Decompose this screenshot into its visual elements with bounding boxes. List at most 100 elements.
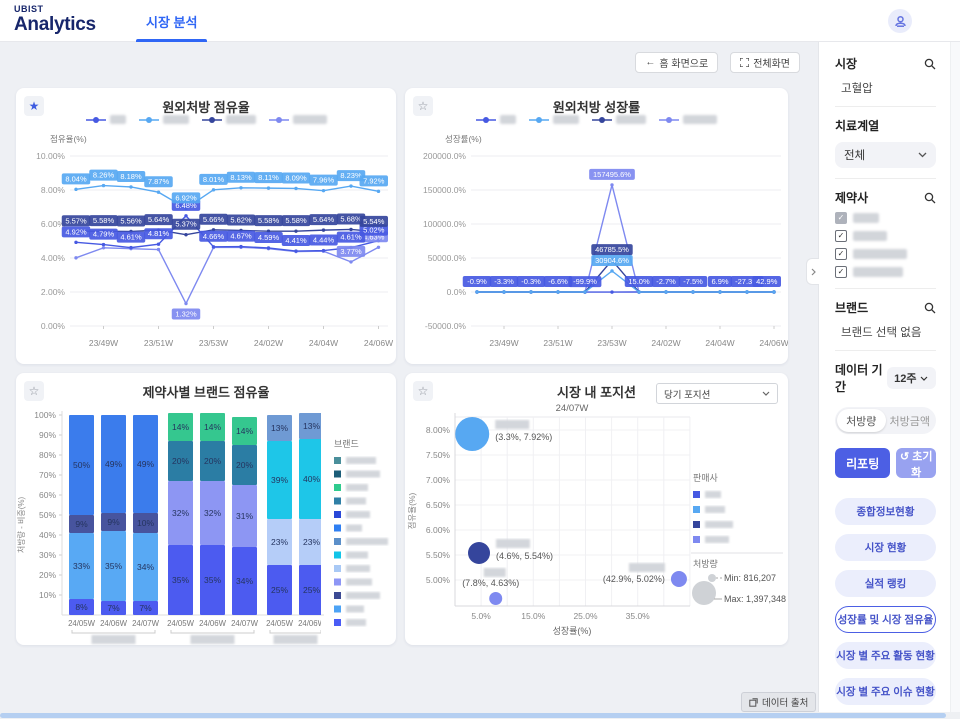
svg-text:5.58%: 5.58%: [285, 216, 307, 225]
search-icon[interactable]: [924, 302, 936, 314]
logo: UBIST Analytics: [14, 5, 96, 35]
legend-item[interactable]: [85, 115, 126, 124]
chart-title: 시장 내 포지션: [557, 385, 636, 400]
svg-text:성장률(%): 성장률(%): [445, 134, 482, 144]
blurred-pharma-name: [853, 249, 907, 259]
legend-item[interactable]: [268, 115, 327, 124]
checkbox[interactable]: ✓: [835, 212, 847, 224]
checkbox[interactable]: ✓: [835, 266, 847, 278]
svg-text:150000.0%: 150000.0%: [423, 185, 466, 195]
user-avatar-button[interactable]: [888, 9, 912, 33]
svg-text:15.0%: 15.0%: [628, 277, 650, 286]
svg-text:처방량 - 비중(%): 처방량 - 비중(%): [16, 496, 26, 553]
checkbox[interactable]: ✓: [835, 230, 847, 242]
checkbox[interactable]: ✓: [835, 248, 847, 260]
svg-text:24/05W: 24/05W: [266, 619, 294, 628]
legend-item[interactable]: [592, 115, 646, 124]
data-label: 4.67%: [226, 230, 256, 242]
home-screen-button[interactable]: ← 홈 화면으로: [635, 52, 719, 73]
favorite-star-button[interactable]: ☆: [24, 381, 44, 401]
blurred-series-name: [616, 115, 646, 124]
svg-text:24/06W: 24/06W: [298, 619, 326, 628]
toggle-amount[interactable]: 처방금액: [889, 415, 930, 428]
data-label: -3.3%: [489, 276, 519, 288]
horizontal-scrollbar-thumb[interactable]: [0, 713, 946, 718]
position-type-select[interactable]: 당기 포지션: [656, 383, 778, 404]
menu-item-2[interactable]: 실적 랭킹: [835, 570, 936, 597]
svg-text:10%: 10%: [137, 518, 154, 528]
data-label: 5.56%: [116, 215, 146, 227]
market-position-bubble-chart[interactable]: 24/07W 8.00% 7.50% 7.00% 6.50% 6.00% 5.50% 5.00…: [405, 401, 788, 645]
data-label: 4.66%: [199, 230, 228, 242]
divider: [835, 178, 936, 179]
svg-text:4.92%: 4.92%: [65, 227, 87, 236]
horizontal-scrollbar[interactable]: [0, 712, 960, 719]
data-label: 15.0%: [624, 275, 654, 287]
data-label: 4.41%: [281, 235, 311, 247]
favorite-star-button[interactable]: ★: [24, 96, 44, 116]
vertical-scrollbar-track[interactable]: [950, 42, 960, 719]
divider: [835, 106, 936, 107]
legend-item[interactable]: [138, 115, 189, 124]
reset-button[interactable]: ↺ 초기화: [896, 448, 936, 479]
svg-text:-0.9%: -0.9%: [467, 277, 487, 286]
svg-text:24/02W: 24/02W: [254, 338, 283, 348]
therapy-select[interactable]: 전체: [835, 142, 936, 168]
search-icon[interactable]: [924, 58, 936, 70]
blurred-pharma-name: [853, 231, 887, 241]
period-select[interactable]: 12주: [886, 367, 936, 389]
toggle-volume[interactable]: 처방량: [837, 409, 886, 432]
svg-text:7%: 7%: [139, 603, 152, 613]
growth-line-chart[interactable]: 성장률(%) 200000.0% 150000.0% 100000.0% 50000.0…: [405, 130, 788, 358]
legend-item[interactable]: [529, 115, 579, 124]
data-label: 7.92%: [359, 175, 388, 187]
share-line-chart[interactable]: 점유율(%) 10.00% 8.00% 6.00% 4.00% 2.00% 0.00% 23/…: [16, 130, 396, 358]
main-content: ← 홈 화면으로 전체화면 ★ 원외처방 점유율 점유율(%) 10.00% 8.0…: [0, 42, 818, 719]
menu-item-5[interactable]: 시장 별 주요 이슈 현황: [835, 678, 936, 705]
legend-item[interactable]: [659, 115, 717, 124]
brand-empty-value: 브랜드 선택 없음: [841, 327, 922, 339]
legend-marker: [201, 116, 222, 123]
menu-item-4[interactable]: 시장 별 주요 활동 현황: [835, 642, 936, 669]
favorite-star-button[interactable]: ☆: [413, 381, 433, 401]
svg-text:23/51W: 23/51W: [144, 338, 173, 348]
svg-text:32%: 32%: [172, 508, 189, 518]
market-value: 고혈압: [841, 83, 873, 95]
reporting-button[interactable]: 리포팅: [835, 448, 891, 478]
svg-text:8%: 8%: [75, 602, 88, 612]
filter-sidebar: 시장 고혈압 치료계열 전체 제약사 ✓ ✓ ✓ ✓ 브랜드 브랜드 선택 없음 데이…: [806, 42, 950, 719]
svg-text:5.02%: 5.02%: [363, 226, 385, 235]
legend-item[interactable]: [476, 115, 516, 124]
legend-marker: [268, 116, 289, 123]
brand-share-stacked-bar-chart[interactable]: 처방량 - 비중(%) 100% 90% 80% 70% 60% 50% 40% 30% 20% 1…: [16, 401, 396, 645]
svg-text:35.0%: 35.0%: [626, 611, 651, 621]
brand-legend: 브랜드: [334, 439, 388, 626]
svg-text:6.50%: 6.50%: [426, 500, 451, 510]
data-source-button[interactable]: 데이터 출처: [741, 692, 817, 712]
menu-item-0[interactable]: 종합정보현황: [835, 498, 936, 525]
legend-marker: [85, 116, 106, 123]
svg-text:4.44%: 4.44%: [313, 236, 335, 245]
search-icon[interactable]: [924, 192, 936, 204]
svg-text:14%: 14%: [204, 422, 221, 432]
data-label: -2.7%: [651, 276, 681, 288]
menu-item-1[interactable]: 시장 현황: [835, 534, 936, 561]
menu-item-3[interactable]: 성장률 및 시장 점유율: [835, 606, 936, 633]
header: UBIST Analytics 시장 분석: [0, 0, 960, 42]
svg-text:8.11%: 8.11%: [258, 173, 279, 182]
favorite-star-button[interactable]: ☆: [413, 96, 433, 116]
bars-group: 8% 33% 9% 50% 24/05W 7% 35% 9% 49% 24/06W 7% 34% 10%…: [68, 413, 326, 644]
svg-text:5.62%: 5.62%: [230, 215, 252, 224]
svg-text:6.92%: 6.92%: [175, 193, 197, 202]
legend-item[interactable]: [201, 115, 256, 124]
svg-text:브랜드: 브랜드: [334, 439, 359, 449]
tab-market-analysis[interactable]: 시장 분석: [136, 0, 208, 42]
svg-text:(42.9%, 5.02%): (42.9%, 5.02%): [603, 574, 665, 584]
pharma-option-row: ✓: [835, 230, 936, 242]
svg-text:25.0%: 25.0%: [573, 611, 598, 621]
sidebar-collapse-button[interactable]: [806, 258, 819, 285]
blurred-pharma-name: [853, 213, 879, 223]
back-arrow-icon: ←: [645, 57, 656, 68]
fullscreen-button[interactable]: 전체화면: [730, 52, 800, 73]
